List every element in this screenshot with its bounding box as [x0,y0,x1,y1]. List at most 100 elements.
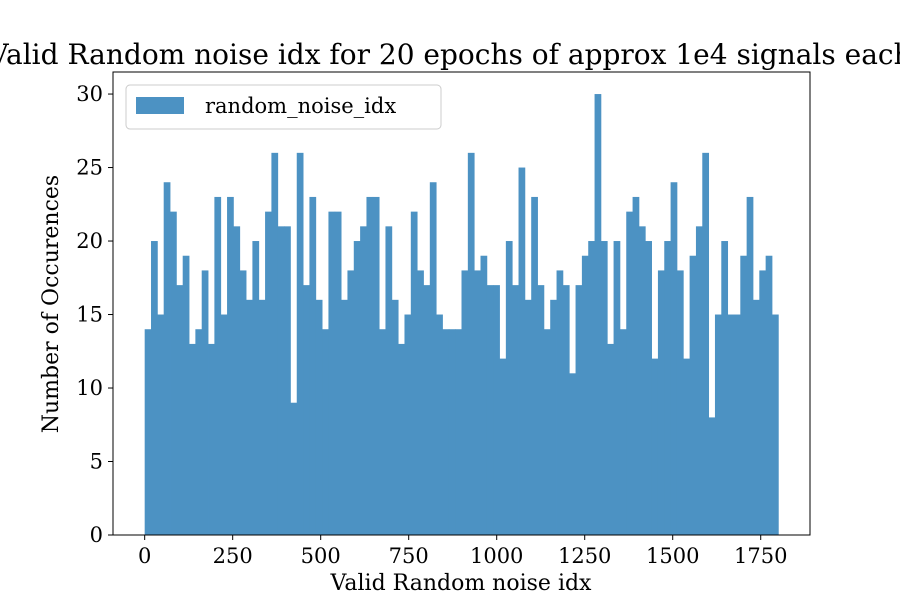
histogram-bar [246,299,253,535]
histogram-bar [664,241,671,536]
histogram-bar [271,152,279,536]
histogram-bar [474,270,481,535]
histogram-bar [746,196,754,535]
y-tick-label: 0 [90,523,103,547]
histogram-bar [537,285,545,535]
histogram-bar [220,314,228,535]
histogram-bar [303,285,310,535]
y-axis-ticks: 0 5 10 15 20 25 30 [76,82,113,547]
histogram-bar [360,226,367,536]
legend-swatch [136,97,184,114]
histogram-bar [721,241,729,536]
histogram-bar [600,241,608,536]
bars-group [144,94,779,536]
y-tick-label: 30 [76,82,103,106]
x-tick-label: 500 [301,544,341,568]
histogram-bar [638,226,646,536]
histogram-bar [341,299,348,535]
histogram-bar [683,358,691,535]
histogram-bar [265,211,272,535]
histogram-bar [480,255,488,535]
histogram-bar [157,314,165,535]
histogram-bar [163,182,171,535]
histogram-bar [151,241,158,536]
histogram-bar [556,270,564,535]
histogram-bar [353,241,361,536]
histogram-bar [740,255,748,535]
histogram-bar [404,314,412,535]
histogram-bar [493,285,500,535]
histogram-bar [284,226,291,536]
histogram-bar [410,211,418,535]
histogram-bar [752,299,760,535]
histogram-bar [252,241,260,536]
histogram-bar [581,255,589,535]
histogram-bar [290,402,298,535]
histogram-bar [227,196,234,535]
histogram-bar [398,343,405,535]
histogram-bar [670,182,678,535]
histogram-bar [771,314,779,535]
histogram-bar [733,314,741,535]
chart-title: Valid Random noise idx for 20 epochs of … [0,38,900,71]
histogram-bar [366,196,374,535]
x-tick-label: 1500 [646,544,699,568]
histogram-bar [233,226,241,536]
histogram-bar [594,94,602,536]
histogram-bar [322,329,329,535]
histogram-bar [632,196,640,535]
histogram-bar [328,211,336,535]
histogram-bar [486,285,494,535]
histogram-bar [702,152,710,536]
histogram-bar [214,196,222,535]
histogram-bar [170,211,177,535]
histogram-bar [334,211,342,535]
histogram-bar [550,299,557,535]
histogram-bar [385,226,393,536]
y-tick-label: 20 [76,229,103,253]
histogram-bar [195,329,203,535]
histogram-bar [531,196,538,535]
histogram-bar [689,255,697,535]
histogram-bar [588,241,595,536]
histogram-bar [575,285,583,535]
histogram-bar [448,329,456,535]
histogram-bar [695,226,703,536]
histogram-bar [379,329,386,535]
histogram-bar [727,314,735,535]
histogram-bar [619,329,627,535]
x-tick-label: 250 [213,544,253,568]
histogram-bar [201,270,209,535]
histogram-bar [239,270,247,535]
histogram-bar [144,329,152,535]
legend: random_noise_idx [125,84,442,130]
histogram-bar [429,182,437,535]
x-tick-label: 1000 [470,544,523,568]
histogram-bar [765,255,773,535]
histogram-bar [518,167,526,536]
histogram-bar [676,270,684,535]
histogram-bar [436,314,443,535]
histogram-bar [176,285,184,535]
histogram-bar [442,329,450,535]
histogram-bar [759,270,767,535]
x-tick-label: 1250 [558,544,611,568]
histogram-bar [461,270,469,535]
histogram-bar [651,358,659,535]
histogram-bar [258,299,266,535]
histogram-bar [562,285,570,535]
y-tick-label: 25 [76,156,103,180]
legend-label: random_noise_idx [205,94,396,118]
x-tick-label: 1750 [734,544,787,568]
histogram-bar [315,299,323,535]
y-tick-label: 10 [76,376,103,400]
histogram-bar [467,152,475,536]
histogram-bar [626,211,633,535]
histogram-bar [208,343,215,535]
y-tick-label: 5 [90,450,103,474]
y-axis-label: Number of Occurences [39,175,64,433]
plot-frame [112,71,811,536]
histogram-bar [569,373,576,535]
histogram-bar [613,241,621,536]
